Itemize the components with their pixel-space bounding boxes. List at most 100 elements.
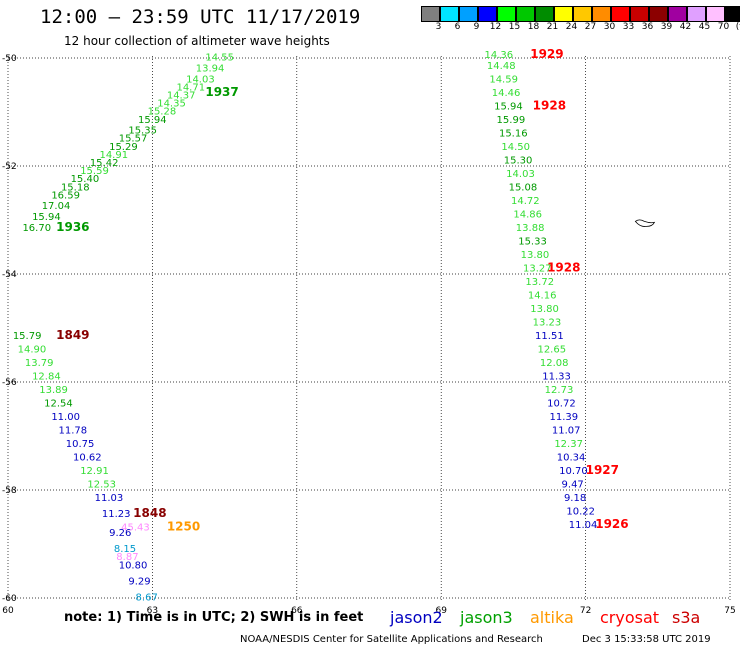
swh-value: 11.51 — [535, 331, 564, 342]
swh-value: 10.22 — [566, 506, 595, 517]
footer-credit: NOAA/NESDIS Center for Satellite Applica… — [240, 634, 543, 645]
swh-value: 14.35 — [157, 99, 186, 110]
colorbar-swatch — [497, 6, 516, 22]
swh-value: 14.90 — [18, 344, 47, 355]
swh-value: 14.71 — [176, 82, 205, 93]
pass-time-label: 1849 — [56, 328, 89, 342]
swh-value: 13.79 — [25, 358, 54, 369]
swh-value: 11.07 — [552, 425, 581, 436]
swh-value: 14.16 — [528, 290, 557, 301]
swh-value: 12.65 — [537, 344, 566, 355]
swh-value: 15.29 — [109, 142, 138, 153]
colorbar-label: 30 — [603, 22, 616, 32]
pass-time-label: 1927 — [586, 463, 619, 477]
colorbar-label: 12 — [489, 22, 502, 32]
swh-value: 14.91 — [99, 150, 128, 161]
legend-cryosat: cryosat — [600, 608, 660, 627]
colorbar-swatch — [554, 6, 573, 22]
swh-value: 10.34 — [557, 452, 586, 463]
swh-value: 8.67 — [136, 593, 158, 604]
pass-time-label: 1926 — [595, 517, 628, 531]
colorbar-swatch — [611, 6, 630, 22]
swh-value: 15.99 — [497, 115, 526, 126]
legend-jason2: jason2 — [390, 608, 443, 627]
swh-value: 15.08 — [509, 182, 538, 193]
swh-value: 10.72 — [547, 398, 576, 409]
swh-value: 14.03 — [186, 74, 215, 85]
swh-value: 16.70 — [22, 223, 51, 234]
colorbar-swatch — [516, 6, 535, 22]
colorbar-label: 18 — [527, 22, 540, 32]
swh-value: 15.94 — [494, 101, 523, 112]
swh-value: 15.94 — [138, 115, 167, 126]
lon-tick-label: 66 — [291, 606, 303, 616]
footer-note: note: 1) Time is in UTC; 2) SWH is in fe… — [64, 610, 364, 625]
lon-tick-label: 72 — [580, 606, 591, 616]
colorbar-swatch — [478, 6, 497, 22]
page-title: 12:00 – 23:59 UTC 11/17/2019 — [40, 6, 361, 28]
lon-tick-label: 60 — [2, 606, 14, 616]
swh-value: 9.29 — [128, 577, 150, 588]
swh-value: 11.23 — [102, 509, 131, 520]
colorbar-swatch — [573, 6, 592, 22]
swh-value: 11.00 — [51, 412, 80, 423]
pass-time-label: 1929 — [530, 47, 563, 61]
lat-tick-label: -60 — [2, 594, 17, 604]
colorbar-swatch — [687, 6, 706, 22]
swh-value: 8.87 — [116, 552, 138, 563]
swh-value: 11.78 — [59, 425, 88, 436]
footer-timestamp: Dec 3 15:33:58 UTC 2019 — [582, 634, 711, 645]
colorbar-label: 42 — [679, 22, 692, 32]
swh-value: 15.16 — [499, 128, 528, 139]
lat-tick-label: -52 — [2, 162, 17, 172]
lat-tick-label: -50 — [2, 54, 17, 64]
swh-value: 12.54 — [44, 398, 73, 409]
colorbar-swatch — [630, 6, 649, 22]
colorbar-swatch — [725, 6, 740, 22]
colorbar-swatch — [459, 6, 478, 22]
swh-value: 15.33 — [518, 236, 547, 247]
colorbar-label: 39 — [660, 22, 673, 32]
swh-value: 15.28 — [148, 107, 177, 118]
swh-value: 10.70 — [559, 466, 588, 477]
pass-time-label: 1250 — [167, 520, 200, 534]
colorbar-label: 15 — [508, 22, 521, 32]
swh-value: 15.40 — [71, 174, 100, 185]
colorbar-label: 36 — [641, 22, 654, 32]
swh-value: 9.18 — [564, 493, 586, 504]
swh-value: 14.86 — [513, 209, 542, 220]
lon-tick-label: 75 — [724, 606, 735, 616]
colorbar-label: 9 — [473, 22, 480, 32]
colorbar-swatch — [421, 6, 440, 22]
legend-altika: altika — [530, 608, 574, 627]
pass-time-label: 1937 — [205, 85, 238, 99]
swh-value: 13.89 — [39, 385, 68, 396]
swh-value: 12.37 — [554, 439, 583, 450]
pass-time-label: 1936 — [56, 220, 89, 234]
colorbar-label: 6 — [454, 22, 461, 32]
swh-value: 13.94 — [196, 64, 225, 75]
swh-value: 14.37 — [167, 91, 196, 102]
colorbar-swatch — [668, 6, 687, 22]
colorbar-label: 3 — [435, 22, 442, 32]
swh-value: 12.91 — [80, 466, 109, 477]
pass-time-label: 1848 — [133, 506, 166, 520]
swh-value: 13.72 — [525, 277, 554, 288]
swh-value: 13.88 — [516, 223, 545, 234]
swh-value: 14.72 — [511, 196, 540, 207]
lon-tick-label: 69 — [435, 606, 447, 616]
colorbar-label: 70 — [717, 22, 730, 32]
lat-tick-label: -58 — [2, 486, 17, 496]
swh-value: 15.35 — [128, 126, 157, 137]
lat-tick-label: -54 — [2, 270, 17, 280]
legend-s3a: s3a — [672, 608, 701, 627]
swh-value: 14.03 — [506, 169, 535, 180]
lon-tick-label: 63 — [147, 606, 158, 616]
swh-value: 45.43 — [121, 523, 150, 534]
swh-value: 12.84 — [32, 371, 61, 382]
colorbar-label: 21 — [546, 22, 559, 32]
swh-value: 10.62 — [73, 452, 102, 463]
swh-value: 15.57 — [119, 134, 148, 145]
swh-value: 15.30 — [504, 155, 533, 166]
